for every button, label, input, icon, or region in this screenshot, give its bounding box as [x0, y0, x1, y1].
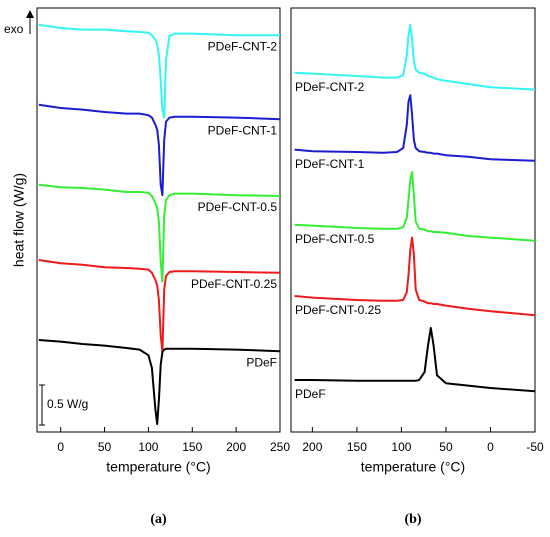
series-label: PDeF-CNT-1 — [208, 123, 278, 137]
curve — [294, 236, 536, 317]
series-label: PDeF-CNT-2 — [208, 39, 278, 53]
x-tick-label: 100 — [391, 440, 411, 454]
series-label: PDeF-CNT-1 — [295, 157, 365, 171]
curve — [294, 23, 536, 91]
curve — [38, 23, 280, 119]
panel-label: (a) — [150, 512, 167, 527]
scale-bar-label: 0.5 W/g — [47, 397, 88, 411]
x-tick-label: 200 — [302, 440, 322, 454]
x-tick-label: 0 — [57, 440, 64, 454]
curve — [38, 339, 281, 425]
plot-frame — [290, 7, 536, 433]
panel-label: (b) — [404, 512, 421, 527]
curve — [294, 94, 536, 162]
x-tick-label: 50 — [439, 440, 453, 454]
x-axis-label: temperature (°C) — [106, 459, 210, 475]
x-tick-label: 0 — [487, 440, 494, 454]
x-tick-label: 50 — [98, 440, 112, 454]
x-tick-label: -50 — [526, 440, 544, 454]
x-axis-label: temperature (°C) — [361, 459, 465, 475]
curve — [38, 103, 281, 197]
series-label: PDeF — [246, 355, 277, 369]
y-axis-label: heat flow (W/g) — [11, 173, 27, 267]
series-label: PDeF-CNT-0.25 — [191, 277, 277, 291]
x-tick-label: 150 — [182, 440, 202, 454]
exo-label: exo — [4, 22, 24, 36]
exo-arrow-head — [26, 10, 34, 18]
series-label: PDeF — [295, 387, 326, 401]
x-tick-label: 150 — [347, 440, 367, 454]
curve — [294, 171, 536, 242]
series-label: PDeF-CNT-2 — [295, 80, 365, 94]
series-label: PDeF-CNT-0.5 — [198, 200, 278, 214]
x-tick-label: 100 — [138, 440, 158, 454]
curve — [294, 327, 536, 393]
curve — [38, 259, 281, 353]
plot-frame — [36, 7, 281, 433]
series-label: PDeF-CNT-0.25 — [295, 303, 381, 317]
x-tick-label: 200 — [226, 440, 246, 454]
series-label: PDeF-CNT-0.5 — [295, 232, 375, 246]
x-tick-label: 250 — [270, 440, 290, 454]
curve — [38, 183, 281, 283]
